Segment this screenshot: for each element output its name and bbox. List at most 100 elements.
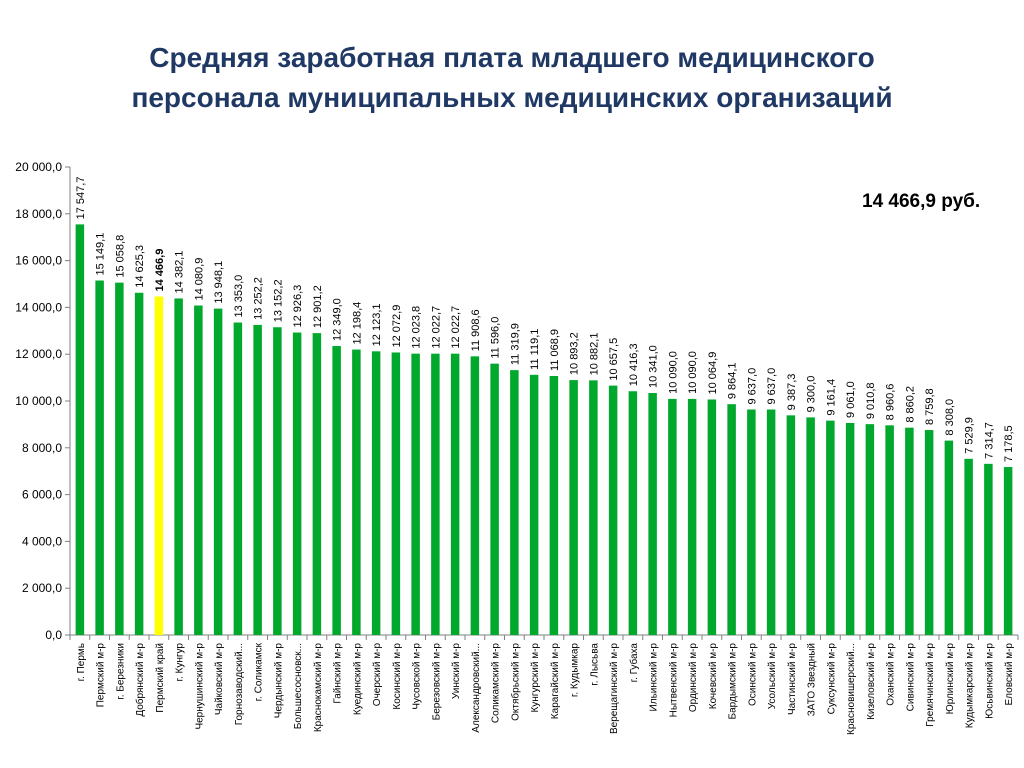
bar [75,224,85,635]
value-label: 10 882,1 [588,333,600,376]
category-label: Чайковский м-р [214,643,225,716]
category-label: Бардымский м-р [728,643,739,720]
value-label: 14 625,3 [134,245,146,288]
category-label: Частинский м-р [787,643,798,715]
category-label: Верещагинский м-р [609,643,620,734]
category-label: Чернушинский м-р [194,643,205,730]
value-label: 8 860,2 [904,386,916,423]
bar [549,375,559,635]
y-tick-label: 10 000,0 [15,394,62,408]
category-label: Пермский край [155,643,166,713]
category-label: Оханский м-р [886,643,897,706]
y-tick-label: 20 000,0 [15,160,62,174]
value-label: 9 300,0 [806,376,818,413]
value-label: 15 058,8 [114,235,126,278]
bar [371,351,381,635]
value-label: 9 387,3 [786,374,798,411]
category-label: Березовский м-р [431,643,442,721]
value-label: 10 090,0 [667,351,679,394]
category-label: ЗАТО Звездный [807,643,818,716]
bar [450,353,460,635]
bar [213,308,223,635]
value-label: 13 948,1 [213,261,225,304]
category-label: Чусовской м-р [412,643,423,710]
bar [648,393,657,635]
category-label: Гремячинский м-р [925,643,936,727]
y-tick-label: 14 000,0 [15,300,62,314]
value-label: 12 022,7 [450,306,462,349]
category-label: Куединский м-р [352,643,363,716]
category-label: г. Кунгур [175,643,186,682]
value-label: 11 908,6 [470,309,482,351]
value-label: 10 064,9 [707,352,719,395]
y-tick-label: 12 000,0 [15,347,62,361]
value-label: 11 596,0 [490,317,502,359]
value-label: 9 637,0 [766,368,778,405]
value-label: 9 061,0 [845,381,857,418]
value-label: 10 416,3 [628,343,640,386]
bar [292,332,302,635]
bar [687,398,697,635]
category-label: Очерский м-р [372,643,383,707]
category-label: Усольский м-р [767,643,778,710]
bar [352,349,361,635]
bar [569,380,578,635]
value-label: 17 547,7 [75,177,87,220]
category-label: Октябрьский м-р [509,643,521,721]
value-label: 12 349,0 [332,298,344,341]
y-tick-label: 2 000,0 [22,581,62,595]
category-label: г. Соликамск [254,642,265,701]
bar [885,425,894,635]
bar [134,292,144,635]
average-salary-callout: 14 466,9 руб. [862,191,981,212]
value-label: 13 152,2 [272,279,284,322]
y-tick-label: 8 000,0 [22,441,62,455]
category-label: Осинский м-р [747,643,758,706]
value-label: 7 314,7 [983,422,995,459]
y-tick-label: 0,0 [45,628,62,642]
y-tick-label: 18 000,0 [15,207,62,221]
category-label: Пермский м-р [96,643,107,708]
bar [628,391,638,635]
category-label: Уинский м-р [451,643,462,700]
bar [806,417,815,635]
bar [431,353,440,635]
y-tick-label: 4 000,0 [22,534,62,548]
value-label: 11 119,1 [529,329,541,370]
bar [964,458,973,635]
bar [490,363,499,635]
bar [984,463,993,635]
value-label: 10 893,2 [569,332,581,375]
category-label: Юрлинский м-р [945,643,956,715]
category-label: Косинский м-р [392,643,403,710]
bar [510,370,519,635]
value-label: 8 759,8 [924,388,936,425]
bar [115,282,124,635]
bar [944,440,954,635]
slide-title-line-1: Средняя заработная плата младшего медици… [149,42,875,73]
value-label: 14 080,9 [193,258,205,301]
value-label: 13 252,2 [253,277,265,320]
bar [273,327,282,635]
category-label: Кизеловский м-р [866,643,877,720]
category-label: Еловский м-р [1004,643,1015,706]
category-label: Александровский... [471,643,482,733]
value-label: 9 161,4 [825,379,837,416]
value-label: 9 637,0 [746,368,758,405]
bar [332,346,341,635]
category-label: Кудымкарский м-р [965,643,976,729]
category-label: Ординский м-р [688,643,699,713]
category-label: Соликамский м-р [491,643,502,724]
category-label: Чердынский м-р [273,643,284,719]
bar [154,296,164,635]
bar [786,415,796,635]
bar [1003,467,1013,635]
value-label: 12 123,1 [371,303,383,346]
value-label: 14 466,9 [154,249,166,292]
category-label: Красновишерский... [846,643,857,735]
bar [391,352,401,635]
bar [707,399,717,635]
category-label: Добрянский м-р [134,643,146,717]
category-label: Суксунский м-р [826,643,837,715]
